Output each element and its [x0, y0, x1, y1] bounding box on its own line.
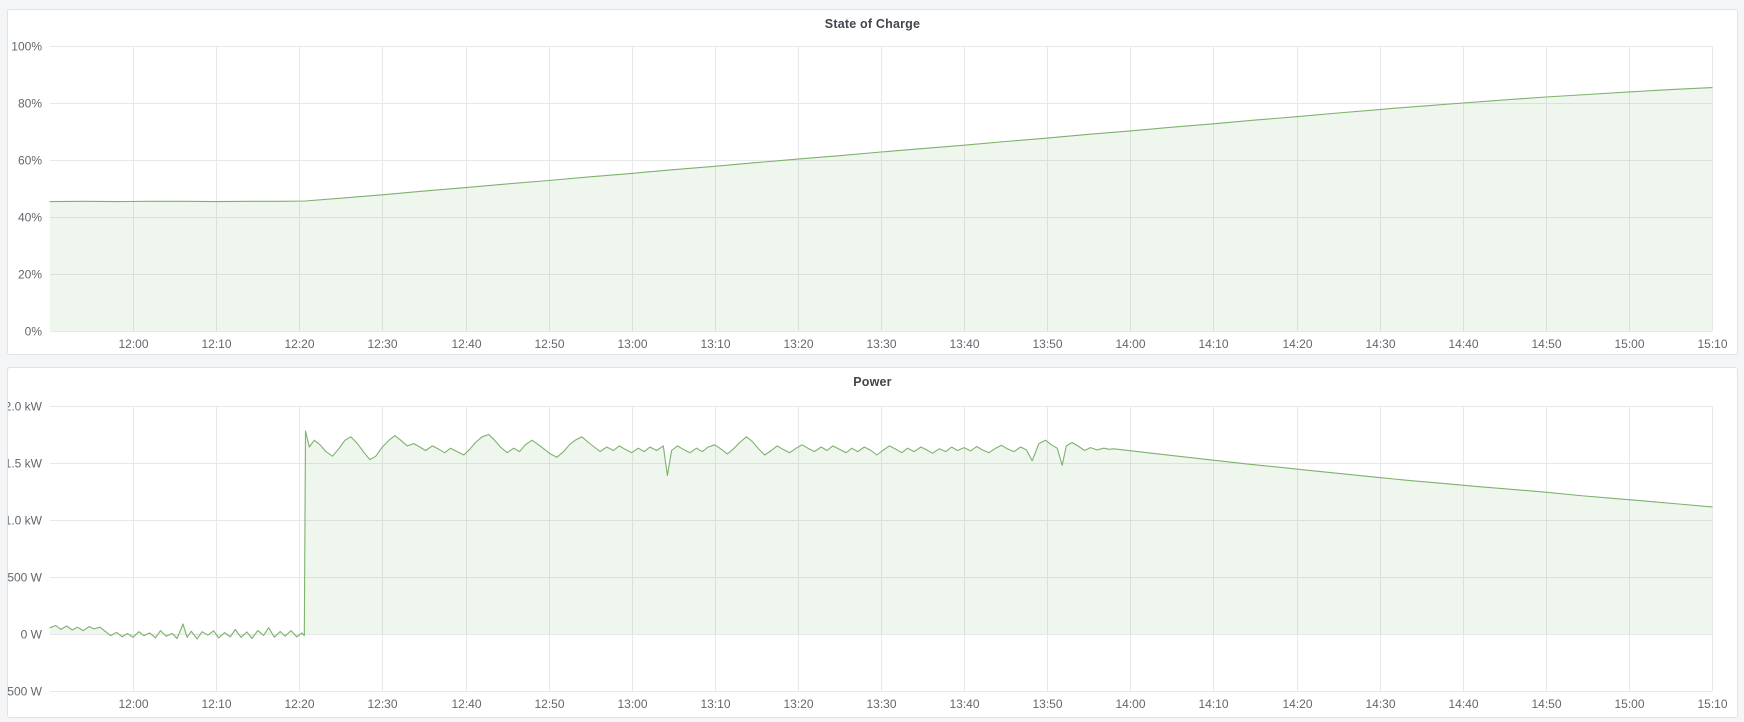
svg-text:14:00: 14:00 [1115, 697, 1145, 711]
svg-text:15:10: 15:10 [1697, 337, 1727, 351]
svg-text:12:50: 12:50 [534, 697, 564, 711]
svg-text:14:20: 14:20 [1282, 337, 1312, 351]
svg-text:12:10: 12:10 [201, 337, 231, 351]
svg-text:12:00: 12:00 [118, 337, 148, 351]
svg-text:12:20: 12:20 [284, 697, 314, 711]
svg-text:0 W: 0 W [21, 628, 43, 642]
svg-text:100%: 100% [11, 40, 42, 54]
power-panel: Power 2.0 kW 1.5 kW 1.0 kW 500 W 0 W -500 W 12… [7, 367, 1738, 718]
svg-text:14:40: 14:40 [1448, 697, 1478, 711]
power-panel-title[interactable]: Power [853, 374, 892, 389]
svg-text:12:30: 12:30 [367, 697, 397, 711]
svg-text:80%: 80% [18, 97, 42, 111]
svg-text:60%: 60% [18, 154, 42, 168]
svg-text:15:10: 15:10 [1697, 697, 1727, 711]
svg-text:15:00: 15:00 [1614, 697, 1644, 711]
soc-panel-title[interactable]: State of Charge [824, 16, 921, 31]
svg-text:13:50: 13:50 [1032, 697, 1062, 711]
svg-text:40%: 40% [18, 211, 42, 225]
svg-text:14:10: 14:10 [1198, 337, 1228, 351]
svg-text:500 W: 500 W [8, 571, 43, 585]
svg-text:12:40: 12:40 [451, 337, 481, 351]
svg-text:13:40: 13:40 [949, 697, 979, 711]
svg-text:20%: 20% [18, 268, 42, 282]
power-panel-header[interactable]: Power [8, 368, 1737, 395]
svg-text:12:30: 12:30 [367, 337, 397, 351]
svg-text:14:50: 14:50 [1531, 337, 1561, 351]
svg-text:12:40: 12:40 [451, 697, 481, 711]
svg-text:14:00: 14:00 [1115, 337, 1145, 351]
soc-panel: State of Charge 100% 80% 60% 40% 20% 0% 12:00 1… [7, 9, 1738, 355]
svg-text:2.0 kW: 2.0 kW [8, 400, 43, 414]
svg-text:14:10: 14:10 [1198, 697, 1228, 711]
svg-text:13:20: 13:20 [783, 337, 813, 351]
svg-text:0%: 0% [25, 325, 43, 339]
soc-panel-header[interactable]: State of Charge [8, 10, 1737, 37]
svg-text:1.5 kW: 1.5 kW [8, 457, 43, 471]
svg-text:12:10: 12:10 [201, 697, 231, 711]
soc-chart[interactable]: 100% 80% 60% 40% 20% 0% 12:00 12:10 12:20 12:30 12… [8, 37, 1737, 353]
svg-text:14:30: 14:30 [1365, 337, 1395, 351]
svg-text:12:50: 12:50 [534, 337, 564, 351]
svg-text:1.0 kW: 1.0 kW [8, 514, 43, 528]
svg-text:13:30: 13:30 [866, 337, 896, 351]
svg-text:13:00: 13:00 [617, 337, 647, 351]
power-chart[interactable]: 2.0 kW 1.5 kW 1.0 kW 500 W 0 W -500 W 12:00 12:… [8, 395, 1737, 716]
svg-text:13:00: 13:00 [617, 697, 647, 711]
svg-text:12:00: 12:00 [118, 697, 148, 711]
svg-text:13:10: 13:10 [700, 337, 730, 351]
svg-text:13:50: 13:50 [1032, 337, 1062, 351]
svg-text:13:40: 13:40 [949, 337, 979, 351]
svg-text:13:30: 13:30 [866, 697, 896, 711]
svg-text:14:20: 14:20 [1282, 697, 1312, 711]
svg-text:15:00: 15:00 [1614, 337, 1644, 351]
svg-text:14:50: 14:50 [1531, 697, 1561, 711]
svg-text:13:20: 13:20 [783, 697, 813, 711]
svg-text:-500 W: -500 W [8, 685, 43, 699]
svg-text:13:10: 13:10 [700, 697, 730, 711]
svg-text:12:20: 12:20 [284, 337, 314, 351]
svg-text:14:40: 14:40 [1448, 337, 1478, 351]
svg-text:14:30: 14:30 [1365, 697, 1395, 711]
